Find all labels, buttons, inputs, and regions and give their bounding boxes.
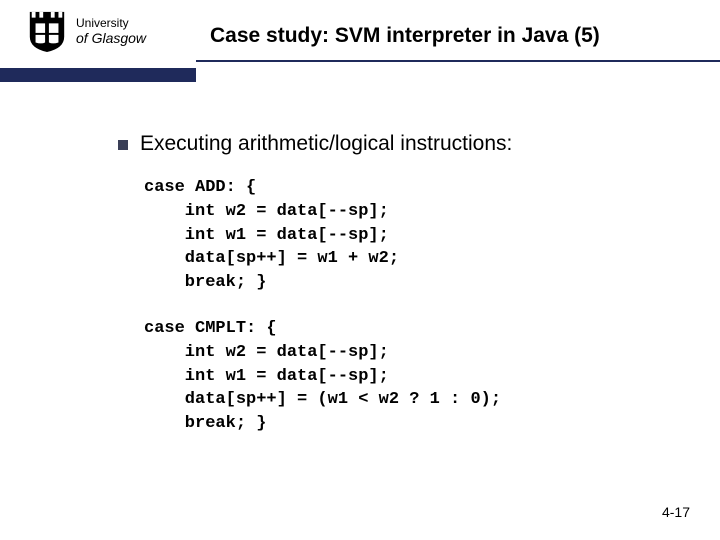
slide-header: University of Glasgow Case study: SVM in… bbox=[0, 0, 720, 68]
slide-content: Executing arithmetic/logical instruction… bbox=[118, 132, 680, 458]
square-bullet-icon bbox=[118, 140, 128, 150]
logo-text: University of Glasgow bbox=[76, 16, 146, 46]
bullet-item: Executing arithmetic/logical instruction… bbox=[118, 132, 680, 156]
rule-thin bbox=[196, 60, 720, 62]
crest-icon bbox=[26, 10, 68, 52]
rule-thick bbox=[0, 68, 196, 82]
code-block-cmplt: case CMPLT: { int w2 = data[--sp]; int w… bbox=[144, 317, 680, 436]
university-logo: University of Glasgow bbox=[26, 10, 146, 52]
logo-line1: University bbox=[76, 16, 146, 30]
page-number: 4-17 bbox=[662, 504, 690, 520]
code-block-add: case ADD: { int w2 = data[--sp]; int w1 … bbox=[144, 176, 680, 295]
logo-line2: of Glasgow bbox=[76, 30, 146, 46]
bullet-text: Executing arithmetic/logical instruction… bbox=[140, 132, 512, 156]
slide-title: Case study: SVM interpreter in Java (5) bbox=[210, 24, 600, 48]
